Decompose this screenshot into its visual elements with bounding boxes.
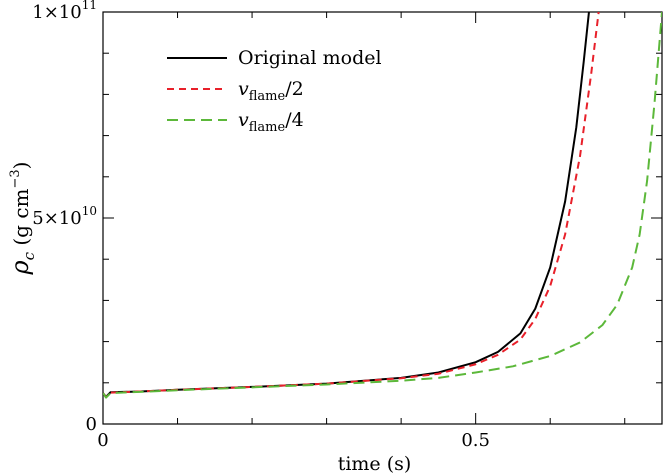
legend-label-main: v <box>238 78 249 100</box>
y-axis-label-exponent: −3 <box>8 169 23 188</box>
y-tick-label: 5×1010 <box>32 204 97 229</box>
y-tick-label: 1×1011 <box>32 0 97 23</box>
legend-label-sub: flame <box>249 89 286 104</box>
y-axis-label: ρc (g cm−3) <box>6 162 38 276</box>
series-line <box>103 12 590 398</box>
legend-label-main: v <box>238 109 249 131</box>
plot-area-border <box>102 11 663 425</box>
x-tick-label: 0.5 <box>461 430 490 451</box>
y-tick-exponent: 10 <box>82 204 97 218</box>
legend-label-sub: flame <box>249 120 286 135</box>
x-tick-label: 0 <box>97 430 108 451</box>
series-line <box>103 12 662 399</box>
legend-label: Original model <box>238 47 382 69</box>
y-axis-label-units-close: ) <box>9 162 33 170</box>
x-axis-label: time (s) <box>338 453 412 473</box>
axis-ticks: 0 0.5 0 5×1010 1×1011 <box>32 0 662 451</box>
legend-label-post: /2 <box>285 78 304 100</box>
series-lines <box>103 12 662 399</box>
plot-frame <box>102 11 663 425</box>
legend-label: vflame/4 <box>238 109 304 135</box>
y-axis-label-symbol: ρ <box>6 260 34 275</box>
axis-labels: time (s) ρc (g cm−3) <box>6 162 411 473</box>
series-line <box>103 12 600 399</box>
y-axis-label-subscript: c <box>20 251 38 260</box>
y-tick-label: 0 <box>86 414 97 435</box>
legend-label: vflame/2 <box>238 78 304 104</box>
y-tick-mantissa: 5×10 <box>32 208 81 229</box>
legend-label-post: /4 <box>285 109 304 131</box>
y-axis-label-units: (g cm <box>9 188 33 252</box>
y-tick-exponent: 11 <box>82 0 97 12</box>
y-tick-mantissa: 1×10 <box>32 2 81 23</box>
